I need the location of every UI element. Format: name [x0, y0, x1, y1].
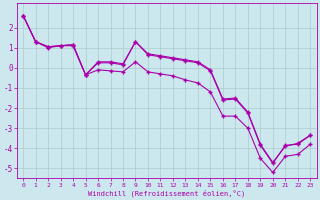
X-axis label: Windchill (Refroidissement éolien,°C): Windchill (Refroidissement éolien,°C): [88, 189, 245, 197]
